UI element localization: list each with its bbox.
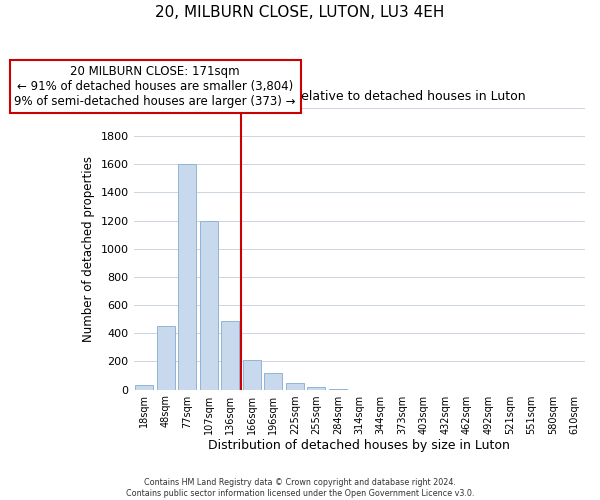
Bar (242, 360, 261, 390)
Bar (200, 220, 218, 390)
Bar (329, 389, 347, 390)
Text: 20, MILBURN CLOSE, LUTON, LU3 4EH: 20, MILBURN CLOSE, LUTON, LU3 4EH (155, 5, 445, 20)
Bar (157, 326, 175, 390)
Y-axis label: Number of detached properties: Number of detached properties (82, 156, 95, 342)
Bar (307, 387, 325, 390)
Bar (221, 320, 239, 390)
X-axis label: Distribution of detached houses by size in Luton: Distribution of detached houses by size … (208, 440, 510, 452)
Text: 20 MILBURN CLOSE: 171sqm
← 91% of detached houses are smaller (3,804)
9% of semi: 20 MILBURN CLOSE: 171sqm ← 91% of detach… (14, 65, 296, 108)
Title: Size of property relative to detached houses in Luton: Size of property relative to detached ho… (193, 90, 526, 102)
Bar (286, 383, 304, 390)
Bar (264, 374, 283, 390)
Text: Contains HM Land Registry data © Crown copyright and database right 2024.
Contai: Contains HM Land Registry data © Crown c… (126, 478, 474, 498)
Bar (178, 164, 196, 390)
Bar (135, 384, 154, 390)
